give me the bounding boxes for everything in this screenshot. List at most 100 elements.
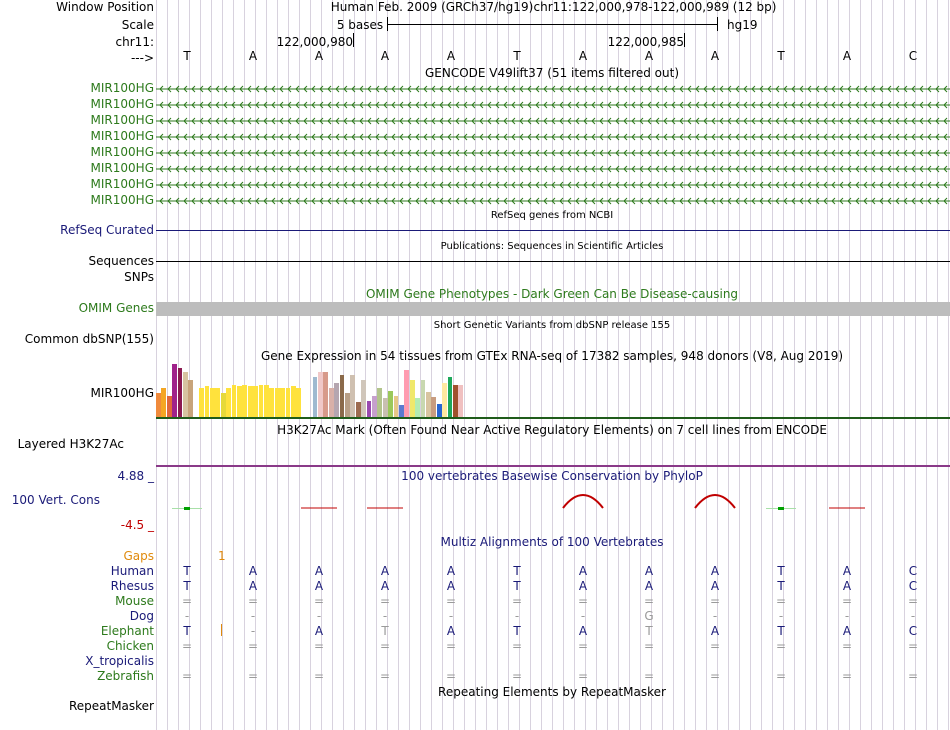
gtex-tissue-bar[interactable] — [312, 377, 318, 417]
omim-track-title[interactable]: OMIM Gene Phenotypes - Dark Green Can Be… — [365, 287, 739, 301]
multiz-track-title[interactable]: Multiz Alignments of 100 Vertebrates — [440, 535, 664, 549]
sequences-track-label[interactable]: Sequences — [88, 254, 154, 268]
gtex-tissue-bar[interactable] — [253, 386, 258, 417]
gtex-tissue-bar[interactable] — [269, 387, 275, 417]
gtex-tissue-bar[interactable] — [177, 368, 183, 417]
gtex-tissue-bar[interactable] — [426, 391, 431, 417]
gtex-tissue-bar[interactable] — [231, 385, 237, 417]
gencode-transcript-label[interactable]: MIR100HG — [90, 177, 154, 191]
species-label[interactable]: Mouse — [115, 594, 154, 608]
phylop-track-title[interactable]: 100 vertebrates Basewise Conservation by… — [401, 469, 703, 483]
gencode-transcript-label[interactable]: MIR100HG — [90, 193, 154, 207]
gtex-tissue-bar[interactable] — [188, 379, 194, 417]
gtex-tissue-bar[interactable] — [161, 387, 167, 417]
species-label[interactable]: Rhesus — [110, 579, 154, 593]
gtex-tissue-bar[interactable] — [458, 385, 464, 417]
gencode-transcript[interactable] — [156, 146, 950, 160]
gencode-transcript-label[interactable]: MIR100HG — [90, 81, 154, 95]
gencode-transcript-label[interactable]: MIR100HG — [90, 113, 154, 127]
gencode-track-title[interactable]: GENCODE V49lift37 (51 items filtered out… — [424, 66, 680, 80]
gtex-tissue-bar[interactable] — [226, 387, 231, 417]
phylop-plot[interactable] — [156, 492, 950, 522]
species-label[interactable]: Dog — [129, 609, 154, 623]
gtex-tissue-bar[interactable] — [156, 393, 161, 417]
gtex-tissue-bar[interactable] — [404, 370, 410, 417]
repeatmasker-track-label[interactable]: RepeatMasker — [68, 699, 154, 713]
gtex-tissue-bar[interactable] — [215, 387, 221, 417]
gtex-tissue-bar[interactable] — [393, 395, 399, 417]
gtex-tissue-bar[interactable] — [328, 387, 334, 417]
gtex-tissue-bar[interactable] — [361, 379, 366, 417]
h3k27ac-signal-line[interactable] — [156, 465, 950, 467]
gtex-tissue-bar[interactable] — [274, 387, 280, 417]
gencode-transcript-label[interactable]: MIR100HG — [90, 161, 154, 175]
gtex-tissue-bar[interactable] — [409, 379, 415, 417]
gtex-tissue-bar[interactable] — [264, 385, 269, 417]
gtex-tissue-bar[interactable] — [220, 393, 226, 417]
gtex-tissue-bar[interactable] — [366, 401, 372, 417]
gtex-tissue-bar[interactable] — [323, 371, 329, 417]
gencode-transcript-label[interactable]: MIR100HG — [90, 129, 154, 143]
gtex-tissue-bar[interactable] — [350, 374, 356, 417]
omim-track-label[interactable]: OMIM Genes — [78, 301, 154, 315]
gencode-transcript[interactable] — [156, 162, 950, 176]
gtex-tissue-bar[interactable] — [388, 390, 393, 417]
gtex-tissue-bar[interactable] — [345, 393, 350, 417]
gtex-tissue-bar[interactable] — [377, 387, 383, 417]
gtex-tissue-bar[interactable] — [399, 405, 404, 417]
gtex-tissue-bar[interactable] — [420, 379, 426, 417]
species-label[interactable]: Human — [110, 564, 154, 578]
refseq-gene-line[interactable] — [156, 230, 950, 231]
gtex-tissue-bar[interactable] — [436, 403, 442, 417]
gtex-tissue-bar[interactable] — [291, 386, 296, 417]
gencode-transcript-label[interactable]: MIR100HG — [90, 97, 154, 111]
gtex-tissue-bar[interactable] — [285, 387, 291, 417]
species-label[interactable]: Chicken — [106, 639, 154, 653]
gtex-gene-label[interactable]: MIR100HG — [90, 386, 154, 400]
h3k27ac-track-label[interactable]: Layered H3K27Ac — [17, 437, 124, 451]
gtex-tissue-bar[interactable] — [237, 386, 242, 417]
gtex-tissue-bar[interactable] — [339, 374, 345, 417]
gencode-transcript-label[interactable]: MIR100HG — [90, 145, 154, 159]
gtex-tissue-bar[interactable] — [453, 385, 458, 417]
gtex-tissue-bar[interactable] — [431, 396, 437, 417]
species-label[interactable]: Zebrafish — [97, 669, 154, 683]
refseq-track-label[interactable]: RefSeq Curated — [60, 223, 154, 237]
publications-track-title[interactable]: Publications: Sequences in Scientific Ar… — [440, 241, 664, 252]
gtex-tissue-bar[interactable] — [280, 387, 285, 417]
gtex-tissue-bar[interactable] — [247, 386, 253, 417]
gtex-tissue-bar[interactable] — [166, 395, 172, 417]
refseq-track-title[interactable]: RefSeq genes from NCBI — [490, 210, 614, 221]
gtex-tissue-bar[interactable] — [296, 387, 302, 417]
gtex-track-title[interactable]: Gene Expression in 54 tissues from GTEx … — [260, 349, 844, 363]
gtex-tissue-bar[interactable] — [172, 364, 177, 417]
omim-phenotype-bar[interactable] — [156, 302, 950, 316]
gtex-tissue-bar[interactable] — [258, 385, 264, 417]
gencode-transcript[interactable] — [156, 194, 950, 208]
gencode-transcript[interactable] — [156, 130, 950, 144]
gtex-tissue-bar[interactable] — [355, 402, 361, 417]
gtex-tissue-bar[interactable] — [334, 382, 339, 417]
species-label[interactable]: X_tropicalis — [85, 654, 154, 668]
gtex-tissue-bar[interactable] — [183, 371, 188, 417]
dbsnp-track-label[interactable]: Common dbSNP(155) — [24, 332, 154, 346]
gtex-tissue-bar[interactable] — [442, 382, 447, 417]
dbsnp-track-title[interactable]: Short Genetic Variants from dbSNP releas… — [433, 320, 671, 331]
gtex-tissue-bar[interactable] — [372, 395, 377, 417]
sequences-line[interactable] — [156, 261, 950, 262]
gtex-tissue-bar[interactable] — [415, 398, 420, 417]
h3k27ac-track-title[interactable]: H3K27Ac Mark (Often Found Near Active Re… — [277, 423, 827, 437]
gencode-transcript[interactable] — [156, 98, 950, 112]
gencode-transcript[interactable] — [156, 82, 950, 96]
species-label[interactable]: Elephant — [100, 624, 154, 638]
repeatmasker-track-title[interactable]: Repeating Elements by RepeatMasker — [438, 685, 666, 699]
gtex-tissue-bar[interactable] — [447, 377, 453, 417]
gtex-tissue-bar[interactable] — [204, 386, 210, 417]
coordinates-label[interactable]: chr11:122,000,978-122,000,989 (12 bp) — [533, 0, 777, 14]
gtex-tissue-bar[interactable] — [210, 387, 215, 417]
phylop-track-label[interactable]: 100 Vert. Cons — [11, 493, 100, 507]
gtex-tissue-bar[interactable] — [318, 371, 323, 417]
gencode-transcript[interactable] — [156, 178, 950, 192]
gtex-expression-chart[interactable] — [156, 364, 950, 417]
gtex-tissue-bar[interactable] — [242, 385, 248, 417]
